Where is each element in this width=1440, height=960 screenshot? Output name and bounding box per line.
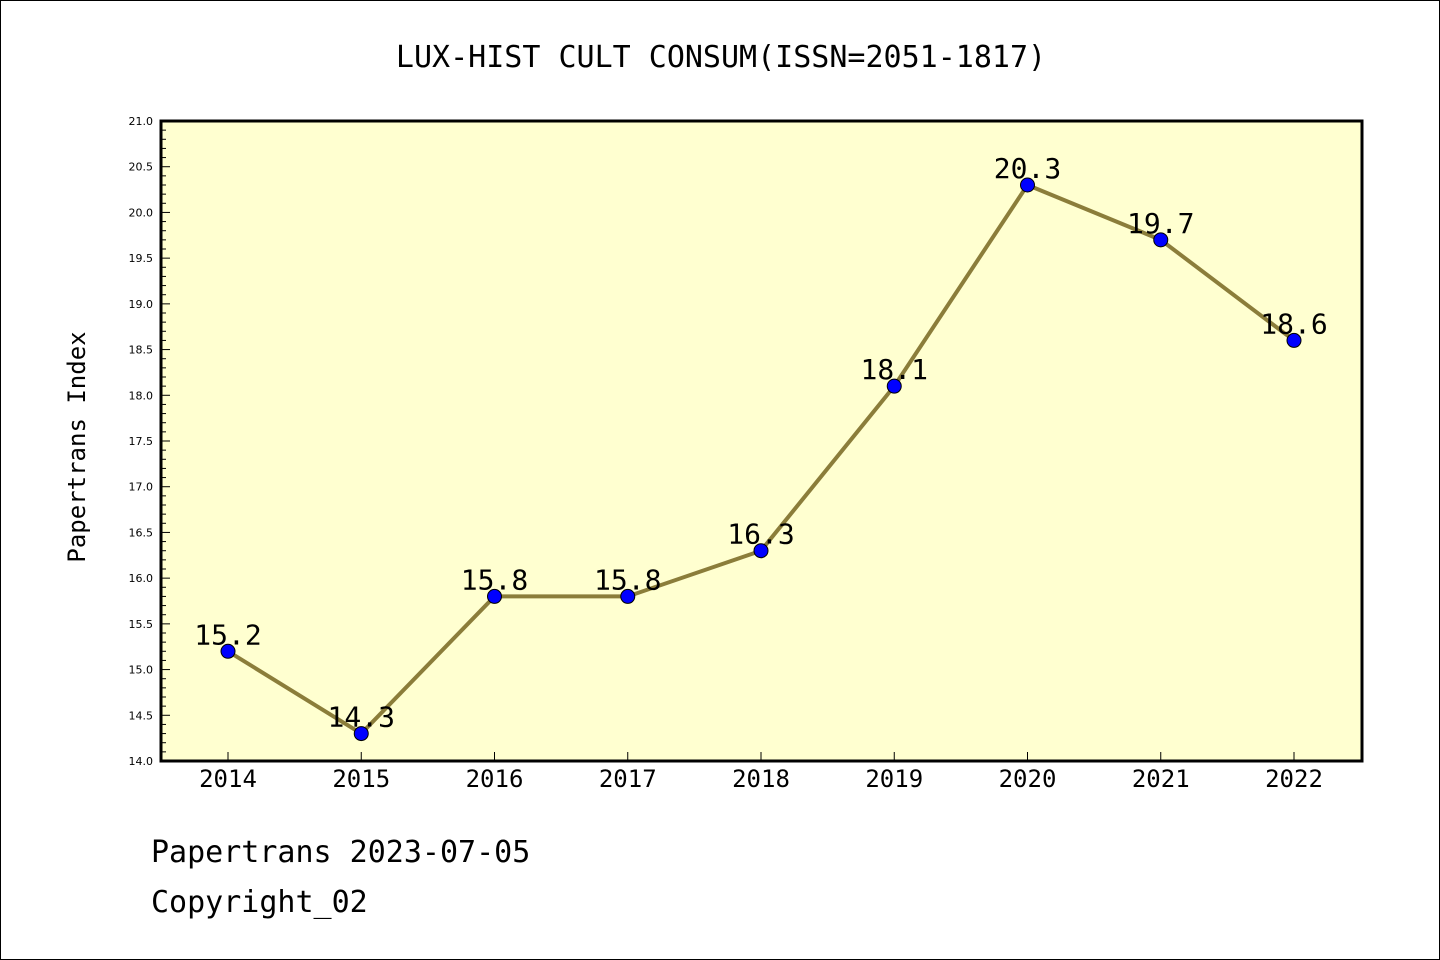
data-label: 15.8 bbox=[461, 563, 528, 596]
y-tick-label: 20.0 bbox=[129, 206, 154, 219]
x-tick-label: 2015 bbox=[332, 765, 390, 793]
data-labels: 15.2 14.3 15.8 15.8 16.3 18.1 20.3 19.7 18.6 bbox=[194, 152, 1327, 734]
y-axis-label: Papertrans Index bbox=[63, 331, 91, 562]
data-label: 19.7 bbox=[1127, 207, 1194, 240]
data-label: 14.3 bbox=[328, 701, 395, 734]
y-tick-label: 17.0 bbox=[129, 481, 154, 494]
y-tick-label: 16.0 bbox=[129, 572, 154, 585]
data-markers bbox=[220, 177, 1302, 742]
y-tick-label: 15.5 bbox=[129, 618, 154, 631]
data-point bbox=[1020, 177, 1035, 193]
data-label: 18.1 bbox=[861, 353, 928, 386]
chart-title: LUX-HIST CULT CONSUM(ISSN=2051-1817) bbox=[396, 40, 1046, 75]
data-point bbox=[753, 543, 769, 559]
y-tick-label: 17.5 bbox=[129, 435, 154, 448]
data-point bbox=[620, 588, 636, 604]
y-tick-label: 19.5 bbox=[129, 252, 154, 265]
data-point bbox=[220, 643, 236, 659]
x-tick-label: 2021 bbox=[1132, 765, 1190, 793]
data-point bbox=[1286, 332, 1302, 348]
y-tick-label: 14.0 bbox=[129, 755, 154, 768]
x-tick-label: 2020 bbox=[999, 765, 1057, 793]
footer-copyright: Copyright_02 bbox=[151, 885, 368, 920]
y-tick-label: 18.5 bbox=[129, 344, 154, 357]
plot-area bbox=[159, 119, 1364, 763]
data-label: 18.6 bbox=[1260, 307, 1327, 340]
data-point bbox=[886, 378, 902, 394]
x-axis-ticks: 2014 2015 2016 2017 2018 2019 2020 2021 2022 bbox=[199, 752, 1323, 793]
x-tick-label: 2022 bbox=[1265, 765, 1323, 793]
data-label: 16.3 bbox=[727, 518, 794, 551]
data-label: 15.8 bbox=[594, 563, 661, 596]
data-point bbox=[353, 726, 369, 742]
data-label: 20.3 bbox=[994, 152, 1061, 185]
y-tick-label: 18.0 bbox=[129, 389, 154, 402]
x-tick-label: 2014 bbox=[199, 765, 257, 793]
y-tick-label: 15.0 bbox=[129, 664, 154, 677]
y-axis-ticks: 14.0 14.5 15.0 15.5 16.0 16.5 17.0 17.5 18.0 18.5… bbox=[129, 115, 170, 768]
y-tick-label: 19.0 bbox=[129, 298, 154, 311]
x-tick-label: 2017 bbox=[599, 765, 657, 793]
y-tick-label: 21.0 bbox=[129, 115, 154, 128]
y-tick-label: 14.5 bbox=[129, 709, 154, 722]
y-tick-label: 16.5 bbox=[129, 526, 154, 539]
data-label: 15.2 bbox=[194, 618, 261, 651]
footer-date: Papertrans 2023-07-05 bbox=[151, 835, 531, 870]
y-tick-label: 20.5 bbox=[129, 161, 154, 174]
data-point bbox=[487, 588, 502, 604]
x-tick-label: 2018 bbox=[732, 765, 790, 793]
x-tick-label: 2016 bbox=[466, 765, 524, 793]
data-point bbox=[1153, 232, 1169, 248]
x-tick-label: 2019 bbox=[865, 765, 923, 793]
